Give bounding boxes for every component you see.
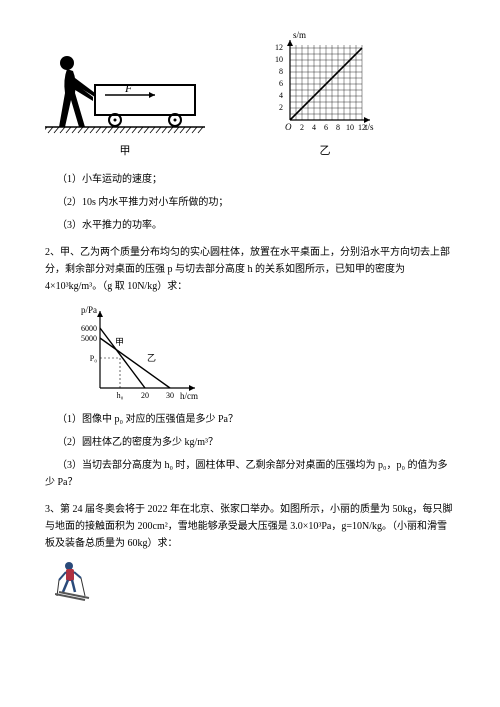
svg-text:4: 4 (312, 123, 316, 132)
q1-c: （3）水平推力的功率。 (45, 217, 455, 234)
p0-label: P₀ (90, 354, 97, 363)
p2-intro: 2、甲、乙为两个质量分布均匀的实心圆柱体，放置在水平桌面上，分别沿水平方向切去上… (45, 244, 455, 295)
p2-a: （1）图像中 p₀ 对应的压强值是多少 Pa？ (45, 411, 455, 428)
p2-b: （2）圆柱体乙的密度为多少 kg/m³？ (45, 434, 455, 451)
svg-text:30: 30 (166, 391, 174, 400)
yi-line-label: 乙 (147, 353, 156, 363)
svg-text:2: 2 (300, 123, 304, 132)
svg-text:8: 8 (279, 67, 283, 76)
figure-graph-container: s/m t/s (265, 30, 385, 161)
prho-x-label: h/cm (180, 391, 198, 401)
prho-chart-container: p/Pa h/cm 6000 5000 P₀ h₀ 20 30 甲 乙 (75, 303, 455, 403)
svg-text:10: 10 (346, 123, 354, 132)
cart-caption: 甲 (45, 142, 205, 161)
svg-text:h₀: h₀ (117, 391, 124, 400)
svg-text:6: 6 (279, 79, 283, 88)
svg-text:8: 8 (336, 123, 340, 132)
svg-text:20: 20 (141, 391, 149, 400)
line-graph: s/m t/s (265, 30, 385, 140)
graph-caption: 乙 (265, 142, 385, 161)
svg-text:10: 10 (275, 55, 283, 64)
svg-text:6000: 6000 (81, 324, 97, 333)
y-axis-label: s/m (293, 30, 306, 40)
figure-row: F 甲 s/m t/s (45, 30, 455, 161)
svg-text:4: 4 (279, 91, 283, 100)
x-axis-label: t/s (365, 122, 374, 132)
jia-line-label: 甲 (115, 337, 124, 347)
figure-cart-container: F 甲 (45, 45, 205, 161)
svg-text:12: 12 (358, 123, 366, 132)
q1-b: （2）10s 内水平推力对小车所做的功； (45, 194, 455, 211)
p2-c: （3）当切去部分高度为 h₀ 时，圆柱体甲、乙剩余部分对桌面的压强均为 p₀，p… (45, 457, 455, 491)
cart-figure: F (45, 45, 205, 140)
p3-intro: 3、第 24 届冬奥会将于 2022 年在北京、张家口举办。如图所示，小丽的质量… (45, 501, 455, 552)
prho-y-label: p/Pa (81, 305, 97, 315)
q1-a: （1）小车运动的速度； (45, 171, 455, 188)
svg-text:5000: 5000 (81, 334, 97, 343)
force-label: F (124, 81, 133, 95)
svg-text:O: O (285, 122, 292, 132)
skier-figure (55, 558, 455, 603)
svg-text:6: 6 (324, 123, 328, 132)
svg-text:2: 2 (279, 103, 283, 112)
svg-text:12: 12 (275, 43, 283, 52)
prho-chart: p/Pa h/cm 6000 5000 P₀ h₀ 20 30 甲 乙 (75, 303, 205, 403)
